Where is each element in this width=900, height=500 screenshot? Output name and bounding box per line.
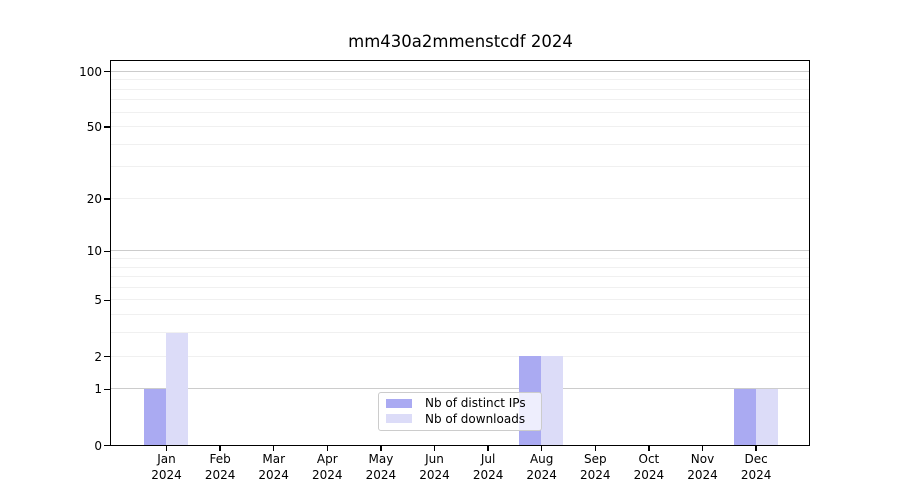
downloads-bar bbox=[541, 356, 564, 445]
x-axis-tick-mark bbox=[219, 446, 221, 451]
x-axis-tick-mark bbox=[273, 446, 275, 451]
minor-gridline bbox=[111, 258, 809, 259]
x-axis-tick-label-line: 2024 bbox=[472, 468, 504, 482]
y-axis-tick-label: 5 bbox=[94, 293, 102, 308]
distinct-ips-bar bbox=[733, 388, 756, 445]
x-axis-tick-label-line: Jun bbox=[425, 452, 444, 466]
x-axis-tick-label-line: Dec bbox=[744, 452, 768, 466]
minor-gridline bbox=[111, 314, 809, 316]
x-axis-tick-label-line: 2024 bbox=[633, 468, 665, 482]
downloads-swatch bbox=[386, 414, 412, 424]
x-axis-tick-label-line: May bbox=[368, 452, 394, 466]
minor-gridline bbox=[111, 111, 809, 113]
x-axis-tick-label-line: 2024 bbox=[419, 468, 450, 482]
legend-label-downloads: Nb of downloads bbox=[425, 411, 526, 426]
x-axis-tick-label: Jul 2024 bbox=[453, 451, 523, 483]
y-axis-tick-label: 2 bbox=[94, 349, 102, 364]
x-axis-tick-label-line: 2024 bbox=[151, 468, 182, 482]
x-axis-tick-label: Apr 2024 bbox=[292, 451, 362, 483]
x-axis-tick-label-line: 2024 bbox=[687, 468, 718, 482]
major-gridline bbox=[111, 70, 809, 72]
y-axis-tick-mark bbox=[104, 250, 110, 252]
plot-area: Nb of distinct IPs Nb of downloads bbox=[110, 59, 810, 446]
x-axis-tick-label: Nov 2024 bbox=[668, 451, 738, 483]
major-gridline bbox=[111, 388, 809, 390]
x-axis-tick-mark bbox=[165, 446, 168, 451]
chart-title: mm430a2mmenstcdf 2024 bbox=[348, 32, 573, 51]
minor-gridline bbox=[111, 286, 809, 288]
x-axis-tick-mark bbox=[594, 446, 596, 451]
x-axis-tick-label-line: 2024 bbox=[258, 468, 289, 482]
y-axis-tick-mark bbox=[104, 70, 110, 73]
x-axis-tick-label-line: 2024 bbox=[312, 468, 343, 482]
x-axis-tick-mark bbox=[487, 446, 489, 451]
x-axis-tick-label-line: Mar bbox=[262, 452, 285, 466]
distinct-ips-swatch bbox=[386, 398, 412, 408]
downloads-bar bbox=[755, 388, 778, 445]
minor-gridline bbox=[111, 266, 809, 268]
legend-item-distinct-ips: Nb of distinct IPs bbox=[386, 396, 534, 410]
y-axis-tick-label: 100 bbox=[79, 64, 102, 79]
legend-label-distinct-ips: Nb of distinct IPs bbox=[425, 396, 526, 411]
legend-item-downloads: Nb of downloads bbox=[386, 412, 534, 426]
y-axis-tick-label: 1 bbox=[94, 382, 102, 397]
distinct-ips-bar bbox=[144, 388, 166, 445]
x-axis-tick-label: Dec 2024 bbox=[721, 451, 791, 483]
y-axis-tick-mark bbox=[104, 444, 110, 447]
y-axis-tick-mark bbox=[104, 299, 110, 302]
x-axis-tick-label-line: Apr bbox=[316, 452, 338, 466]
minor-gridline bbox=[111, 299, 809, 301]
x-axis-tick-label: Oct 2024 bbox=[614, 451, 684, 483]
x-axis-tick-mark bbox=[326, 446, 328, 451]
x-axis-tick-label-line: Jan bbox=[157, 452, 176, 466]
x-axis-tick-label: Jan 2024 bbox=[132, 451, 202, 483]
y-axis-tick-label: 0 bbox=[94, 438, 102, 453]
minor-gridline bbox=[111, 332, 809, 334]
x-axis-tick-mark bbox=[755, 446, 757, 451]
x-axis-tick-label-line: Oct bbox=[638, 452, 660, 466]
y-axis-tick-mark bbox=[104, 388, 110, 391]
x-axis-tick-label-line: Aug bbox=[529, 452, 554, 466]
minor-gridline bbox=[111, 88, 809, 90]
minor-gridline bbox=[111, 79, 809, 81]
x-axis-tick-label: Mar 2024 bbox=[239, 451, 309, 483]
x-axis-tick-label-line: Sep bbox=[583, 452, 607, 466]
x-axis-tick-label-line: 2024 bbox=[526, 468, 557, 482]
legend: Nb of distinct IPs Nb of downloads bbox=[378, 391, 542, 431]
x-axis-tick-label: May 2024 bbox=[346, 451, 416, 483]
x-axis-tick-label-line: Feb bbox=[209, 452, 231, 466]
downloads-bar bbox=[166, 332, 188, 445]
y-axis-tick-label: 20 bbox=[86, 191, 102, 206]
minor-gridline bbox=[111, 143, 809, 145]
minor-gridline bbox=[111, 166, 809, 168]
x-axis-tick-label: Sep 2024 bbox=[560, 451, 630, 483]
minor-gridline bbox=[111, 355, 809, 357]
x-axis-tick-label: Jun 2024 bbox=[400, 451, 470, 483]
y-axis-tick-label: 10 bbox=[86, 244, 102, 259]
y-axis-tick-mark bbox=[104, 355, 110, 358]
y-axis-tick-label: 50 bbox=[86, 120, 102, 135]
x-axis-tick-mark bbox=[541, 446, 543, 451]
x-axis-tick-mark bbox=[648, 446, 650, 451]
x-axis-tick-mark bbox=[380, 446, 382, 451]
x-axis-tick-label-line: 2024 bbox=[740, 468, 772, 482]
x-axis-tick-label-line: Jul bbox=[480, 452, 496, 466]
x-axis-tick-mark bbox=[433, 446, 436, 451]
y-axis-tick-mark bbox=[104, 126, 110, 128]
minor-gridline bbox=[111, 197, 809, 199]
y-axis-tick-mark bbox=[104, 198, 110, 200]
minor-gridline bbox=[111, 99, 809, 101]
x-axis-tick-mark bbox=[701, 446, 704, 451]
x-axis-tick-label: Aug 2024 bbox=[507, 451, 577, 483]
x-axis-tick-label-line: 2024 bbox=[580, 468, 611, 482]
x-axis-tick-label-line: Nov bbox=[690, 452, 715, 466]
minor-gridline bbox=[111, 126, 809, 128]
x-axis-tick-label-line: 2024 bbox=[365, 468, 397, 482]
minor-gridline bbox=[111, 276, 809, 278]
major-gridline bbox=[111, 250, 809, 252]
x-axis-tick-label-line: 2024 bbox=[204, 468, 236, 482]
x-axis-tick-label: Feb 2024 bbox=[185, 451, 255, 483]
